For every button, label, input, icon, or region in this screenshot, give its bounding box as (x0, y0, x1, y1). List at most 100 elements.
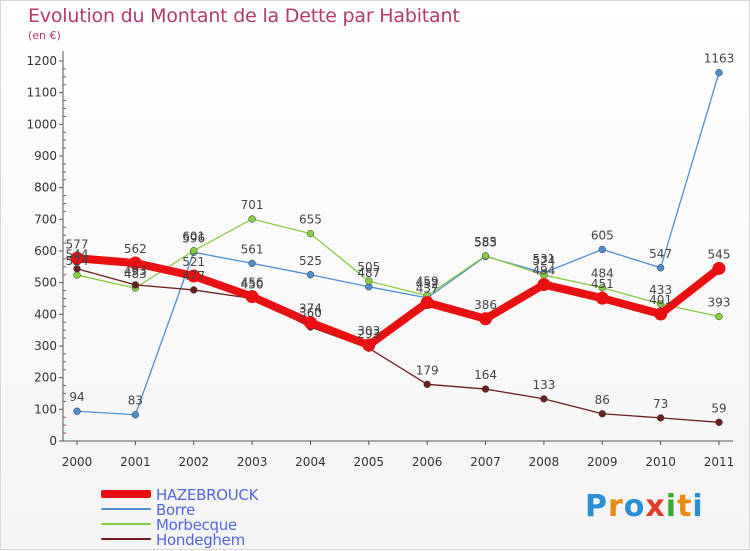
point-borre (656, 264, 665, 272)
data-label: 701 (241, 198, 264, 212)
data-label: 562 (124, 242, 147, 256)
y-tick-label: 400 (34, 307, 57, 321)
legend-label: Morbecque (156, 516, 237, 534)
point-hazebrouck (654, 307, 668, 321)
data-label: 605 (591, 228, 614, 242)
x-tick-label: 2002 (178, 455, 209, 469)
y-tick-label: 500 (34, 276, 57, 290)
data-label: 94 (69, 390, 84, 404)
y-tick-label: 600 (34, 244, 57, 258)
data-label: 601 (182, 230, 205, 244)
logo-letter: o (623, 489, 646, 524)
point-borre (131, 411, 140, 419)
data-label: 450 (241, 278, 264, 292)
point-borre (598, 245, 606, 254)
data-label: 545 (708, 247, 731, 261)
x-tick-label: 2001 (120, 455, 151, 469)
data-label: 577 (66, 237, 89, 251)
point-hondeghem (131, 281, 140, 289)
proxiti-logo: Proxiti (585, 489, 704, 524)
y-tick-label: 1200 (26, 54, 57, 68)
data-label: 505 (357, 260, 380, 274)
point-morbecque (656, 300, 665, 308)
data-label: 477 (182, 269, 205, 283)
point-hazebrouck (128, 256, 142, 270)
legend-label: Hondeghem (156, 531, 245, 549)
point-hondeghem (190, 286, 198, 294)
point-morbecque (248, 215, 256, 223)
point-hondeghem (481, 385, 490, 393)
data-label: 164 (474, 368, 497, 382)
data-label: 583 (474, 235, 497, 249)
logo-letter: i (692, 489, 704, 524)
y-tick-label: 700 (34, 212, 57, 226)
point-hazebrouck (70, 251, 84, 265)
legend-label: HAZEBROUCK (156, 486, 259, 504)
x-tick-label: 2000 (62, 455, 93, 469)
series-line-hondeghem (76, 268, 720, 423)
point-borre (248, 259, 256, 268)
data-label: 360 (299, 306, 322, 320)
data-label: 179 (416, 363, 439, 377)
data-label: 386 (474, 298, 497, 312)
data-label: 596 (182, 231, 205, 245)
x-tick-label: 2010 (645, 455, 676, 469)
data-label: 484 (591, 267, 614, 281)
x-tick-label: 2009 (587, 455, 618, 469)
data-label: 487 (357, 266, 380, 280)
data-label: 303 (357, 324, 380, 338)
data-label: 133 (532, 378, 555, 392)
data-label: 433 (649, 283, 672, 297)
data-label: 524 (532, 254, 555, 268)
data-label: 293 (357, 327, 380, 341)
point-hondeghem (598, 410, 606, 418)
y-tick-label: 300 (34, 339, 57, 353)
point-hazebrouck (537, 278, 551, 292)
data-label: 525 (299, 254, 322, 268)
data-label: 524 (66, 254, 89, 268)
point-morbecque (306, 229, 315, 238)
series-line-hazebrouck (73, 254, 723, 350)
logo-letter: t (677, 489, 693, 524)
y-tick-label: 0 (49, 434, 57, 448)
logo-letter: P (585, 489, 608, 524)
chart-title: Evolution du Montant de la Dette par Hab… (28, 5, 460, 27)
x-tick-label: 2004 (295, 455, 326, 469)
point-hazebrouck (362, 338, 376, 352)
data-label: 59 (711, 401, 726, 415)
data-label: 655 (299, 213, 322, 227)
point-hazebrouck (245, 290, 259, 304)
data-label: 456 (241, 276, 264, 290)
point-hondeghem (715, 418, 723, 426)
point-hondeghem (540, 395, 548, 403)
point-hondeghem (73, 265, 81, 273)
data-label: 561 (241, 242, 264, 256)
point-hazebrouck (712, 261, 726, 275)
point-borre (73, 407, 81, 415)
data-label: 521 (182, 255, 205, 269)
data-label: 531 (532, 252, 555, 266)
point-hazebrouck (479, 312, 493, 326)
point-morbecque (715, 312, 723, 321)
legend-swatch (101, 490, 151, 498)
point-hazebrouck (595, 291, 609, 305)
x-tick-label: 2006 (412, 455, 443, 469)
data-label: 452 (416, 277, 439, 291)
data-label: 493 (124, 264, 147, 278)
point-borre (715, 69, 723, 77)
data-label: 451 (591, 277, 614, 291)
data-label: 73 (653, 397, 668, 411)
point-morbecque (73, 271, 81, 279)
data-label: 459 (416, 275, 439, 289)
point-morbecque (365, 277, 373, 285)
point-hazebrouck (420, 296, 434, 310)
x-tick-label: 2003 (237, 455, 268, 469)
point-hondeghem (656, 414, 665, 422)
x-tick-label: 2007 (470, 455, 501, 469)
point-morbecque (481, 252, 490, 260)
point-hazebrouck (187, 269, 201, 283)
logo-letter: x (645, 489, 666, 524)
data-labels: 94 83 596 561 525 487 452 583 531 605 547 1163 524 48… (66, 52, 735, 416)
point-morbecque (598, 284, 606, 292)
